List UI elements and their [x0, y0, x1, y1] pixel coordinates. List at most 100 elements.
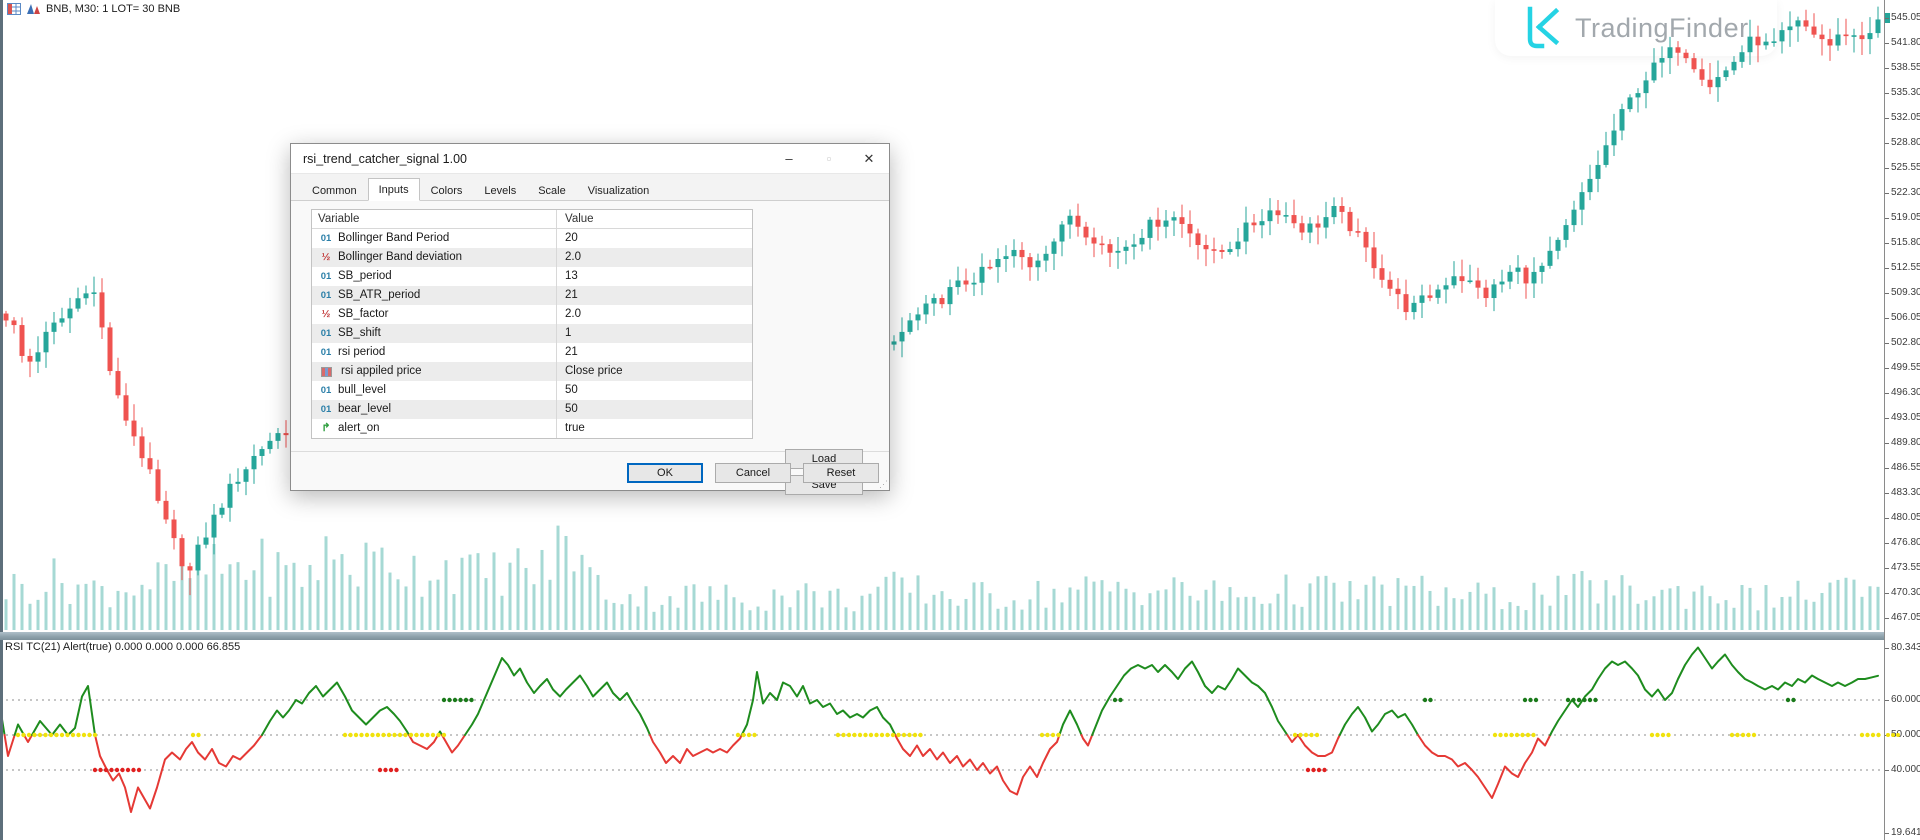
- tab-inputs[interactable]: Inputs: [367, 178, 420, 201]
- param-value[interactable]: 20: [565, 232, 578, 244]
- rsi-line-bear: [23, 734, 33, 743]
- price-axis-label: 499.55: [1891, 362, 1920, 373]
- rsi-line-bull: [261, 681, 410, 736]
- param-name: rsi appiled price: [312, 362, 557, 381]
- axis-tick: [1885, 700, 1889, 701]
- price-axis[interactable]: 545.05 541.80 538.55 535.30 532.05 528.80 525.…: [1884, 0, 1920, 840]
- axis-tick: [1885, 393, 1889, 394]
- rsi-line-bear: [1080, 734, 1094, 747]
- param-row-bear-level[interactable]: 01 bear_level 50: [312, 400, 752, 419]
- param-value[interactable]: 21: [565, 346, 578, 358]
- rsi-line-bull: [1338, 706, 1419, 736]
- param-value[interactable]: true: [565, 422, 585, 434]
- param-value[interactable]: Close price: [565, 365, 623, 377]
- price-axis-label: 473.55: [1891, 562, 1920, 573]
- param-label: bull_level: [338, 384, 386, 396]
- rsi-line-bear: [94, 734, 263, 813]
- axis-tick: [1885, 143, 1889, 144]
- axis-tick: [1885, 243, 1889, 244]
- rsi-red-signal-dots: [92, 767, 1327, 773]
- price-axis-label: 541.80: [1891, 37, 1920, 48]
- price-axis-label: 515.80: [1891, 237, 1920, 248]
- symbol-info-bar: BNB, M30: 1 LOT= 30 BNB: [7, 3, 180, 15]
- price-axis-label: 532.05: [1891, 112, 1920, 123]
- rsi-line-bear: [894, 734, 1061, 796]
- minimize-icon[interactable]: –: [785, 151, 793, 166]
- rsi-indicator-label: RSI TC(21) Alert(true) 0.000 0.000 0.000…: [5, 641, 241, 653]
- rsi-axis-label: 80.343: [1891, 642, 1920, 653]
- param-value[interactable]: 2.0: [565, 308, 581, 320]
- param-name: 01 SB_ATR_period: [312, 286, 557, 305]
- price-axis-label: 476.80: [1891, 537, 1920, 548]
- candlestick-chart[interactable]: [0, 0, 1884, 632]
- ok-button[interactable]: OK: [627, 463, 703, 483]
- int-type-icon: 01: [320, 347, 332, 358]
- arrow-type-icon: ↱: [321, 422, 331, 434]
- param-row-sb-factor[interactable]: ½ SB_factor 2.0: [312, 305, 752, 324]
- param-row-sb-atr-period[interactable]: 01 SB_ATR_period 21: [312, 286, 752, 305]
- tab-common[interactable]: Common: [312, 185, 357, 197]
- dialog-titlebar[interactable]: rsi_trend_catcher_signal 1.00 – ▫ ✕: [291, 144, 889, 174]
- param-label: SB_factor: [338, 308, 389, 320]
- param-label: SB_period: [338, 270, 392, 282]
- param-row-rsi-appiled-price[interactable]: rsi appiled price Close price: [312, 362, 752, 381]
- param-name: ↱ alert_on: [312, 419, 557, 438]
- tab-visualization[interactable]: Visualization: [587, 185, 650, 197]
- param-value[interactable]: 13: [565, 270, 578, 282]
- rsi-line-bull: [740, 671, 897, 736]
- price-axis-label: 525.55: [1891, 162, 1920, 173]
- rsi-line-bear: [1417, 734, 1552, 799]
- rsi-axis-label: 40.000: [1891, 764, 1920, 775]
- rsi-line-bear: [649, 734, 743, 764]
- frac-type-icon: ½: [321, 308, 331, 320]
- price-axis-label: 538.55: [1891, 62, 1920, 73]
- rsi-line-bull: [1549, 646, 1879, 736]
- axis-tick: [1885, 770, 1889, 771]
- rsi-line-bear: [408, 734, 439, 750]
- maximize-icon[interactable]: ▫: [826, 151, 832, 166]
- close-icon[interactable]: ✕: [863, 150, 875, 166]
- dialog-tab-strip: Common Inputs Colors Levels Scale Visualizati…: [291, 174, 889, 201]
- param-value[interactable]: 1: [565, 327, 572, 339]
- axis-tick: [1885, 343, 1889, 344]
- param-row-bollinger-band-deviation[interactable]: ½ Bollinger Band deviation 2.0: [312, 248, 752, 267]
- rsi-line-bull: [31, 685, 96, 736]
- param-value[interactable]: 50: [565, 403, 578, 415]
- price-axis-label: 486.55: [1891, 462, 1920, 473]
- price-axis-label: 467.05: [1891, 612, 1920, 623]
- param-row-bull-level[interactable]: 01 bull_level 50: [312, 381, 752, 400]
- tab-colors[interactable]: Colors: [430, 185, 463, 197]
- int-type-icon: 01: [320, 233, 332, 244]
- param-label: SB_ATR_period: [338, 289, 421, 301]
- resize-grip[interactable]: ⋰: [879, 479, 888, 489]
- param-value[interactable]: 2.0: [565, 251, 581, 263]
- quotes-table-icon[interactable]: [7, 3, 21, 15]
- pane-separator[interactable]: [0, 632, 1920, 640]
- reset-button[interactable]: Reset: [803, 463, 879, 483]
- param-value[interactable]: 21: [565, 289, 578, 301]
- axis-tick: [1885, 443, 1889, 444]
- tab-scale[interactable]: Scale: [538, 185, 566, 197]
- rsi-axis-label: 50.000: [1891, 729, 1920, 740]
- rsi-green-signal-dots: [441, 697, 1796, 703]
- tab-levels[interactable]: Levels: [484, 185, 517, 197]
- param-label: alert_on: [338, 422, 380, 434]
- chart-symbol-icon[interactable]: [26, 3, 41, 15]
- param-row-bollinger-band-period[interactable]: 01 Bollinger Band Period 20: [312, 229, 752, 248]
- axis-tick: [1885, 568, 1889, 569]
- price-axis-label: 493.05: [1891, 412, 1920, 423]
- price-axis-label: 512.55: [1891, 262, 1920, 273]
- cancel-button[interactable]: Cancel: [715, 463, 791, 483]
- param-row-sb-period[interactable]: 01 SB_period 13: [312, 267, 752, 286]
- int-type-icon: 01: [320, 290, 332, 301]
- param-row-sb-shift[interactable]: 01 SB_shift 1: [312, 324, 752, 343]
- axis-tick: [1885, 318, 1889, 319]
- param-name: 01 rsi period: [312, 343, 557, 362]
- param-row-rsi-period[interactable]: 01 rsi period 21: [312, 343, 752, 362]
- rsi-indicator-pane[interactable]: [0, 640, 1884, 840]
- param-name: 01 Bollinger Band Period: [312, 229, 557, 248]
- param-value[interactable]: 50: [565, 384, 578, 396]
- param-row-alert-on[interactable]: ↱ alert_on true: [312, 419, 752, 438]
- axis-tick: [1885, 618, 1889, 619]
